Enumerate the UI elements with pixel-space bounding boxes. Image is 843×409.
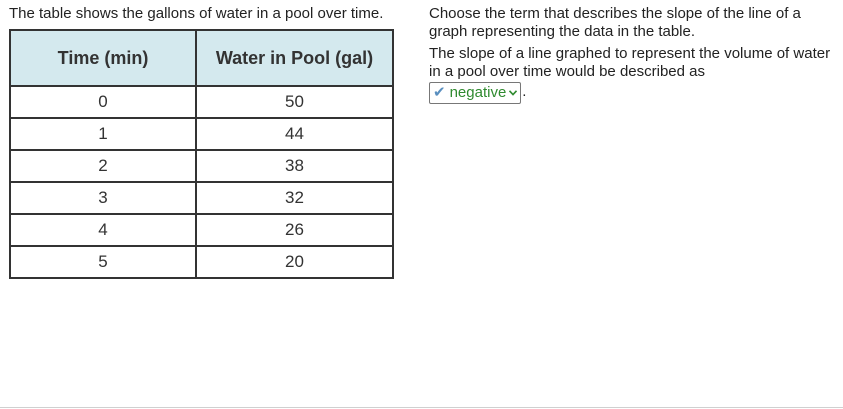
- cell-time: 5: [8, 245, 198, 279]
- cell-time: 2: [8, 149, 198, 183]
- table-panel: The table shows the gallons of water in …: [8, 5, 409, 279]
- cell-time: 0: [8, 85, 198, 119]
- data-table: Time (min) Water in Pool (gal) 0 50 1 44…: [8, 29, 394, 279]
- table-row: 2 38: [8, 149, 394, 183]
- check-icon: ✔: [433, 84, 446, 101]
- question-panel: Choose the term that describes the slope…: [429, 5, 834, 104]
- question-instruction: Choose the term that describes the slope…: [429, 5, 801, 40]
- answer-dropdown[interactable]: ✔ negative: [429, 82, 522, 104]
- cell-water: 26: [195, 213, 394, 247]
- chevron-down-icon: [508, 84, 518, 102]
- cell-water: 44: [195, 117, 394, 151]
- cell-time: 1: [8, 117, 198, 151]
- cell-water: 38: [195, 149, 394, 183]
- header-time: Time (min): [8, 29, 198, 87]
- table-header-row: Time (min) Water in Pool (gal): [8, 29, 394, 87]
- table-intro: The table shows the gallons of water in …: [9, 5, 384, 22]
- table-row: 4 26: [8, 213, 394, 247]
- cell-water: 50: [195, 85, 394, 119]
- cell-water: 20: [195, 245, 394, 279]
- divider: [0, 407, 843, 408]
- cell-time: 4: [8, 213, 198, 247]
- table-row: 0 50: [8, 85, 394, 119]
- cell-time: 3: [8, 181, 198, 215]
- table-row: 5 20: [8, 245, 394, 279]
- question-statement: The slope of a line graphed to represent…: [429, 45, 831, 80]
- table-row: 3 32: [8, 181, 394, 215]
- table-row: 1 44: [8, 117, 394, 151]
- trailing-period: .: [522, 83, 527, 100]
- answer-selected-value: negative: [449, 84, 507, 101]
- cell-water: 32: [195, 181, 394, 215]
- header-water: Water in Pool (gal): [195, 29, 394, 87]
